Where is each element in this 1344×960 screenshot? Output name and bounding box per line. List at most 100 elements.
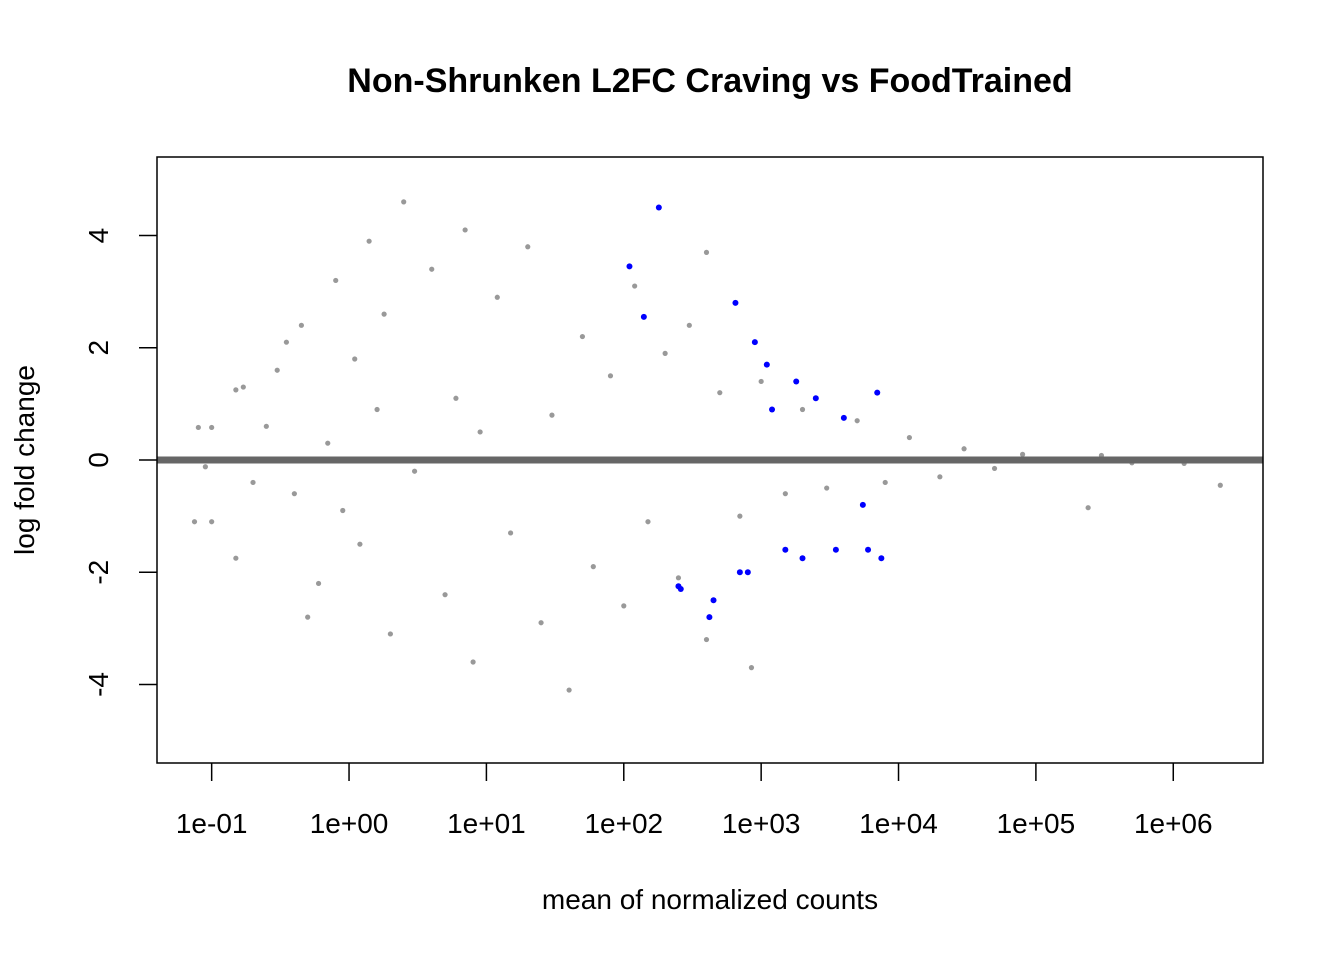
gene-point-26 bbox=[411, 468, 418, 474]
significant-gene-point-9 bbox=[744, 569, 751, 576]
gene-point-63 bbox=[1019, 451, 1026, 457]
gene-point-51 bbox=[737, 513, 743, 519]
gene-point-31 bbox=[470, 659, 476, 665]
gene-point-57 bbox=[854, 418, 860, 424]
y-tick-label-3: 2 bbox=[83, 340, 114, 356]
significant-gene-point-2 bbox=[655, 204, 662, 211]
x-axis-label: mean of normalized counts bbox=[542, 884, 878, 915]
significant-gene-point-15 bbox=[799, 555, 806, 562]
gene-point-62 bbox=[991, 465, 998, 472]
gene-point-30 bbox=[462, 227, 468, 233]
significant-gene-point-8 bbox=[736, 569, 743, 576]
gene-point-42 bbox=[621, 603, 627, 609]
x-tick-label-4: 1e+03 bbox=[722, 808, 801, 839]
gene-point-13 bbox=[298, 322, 304, 328]
gene-point-60 bbox=[937, 474, 943, 480]
gene-point-37 bbox=[549, 412, 555, 418]
x-tick-label-1: 1e+00 bbox=[310, 808, 389, 839]
significant-gene-point-6 bbox=[710, 597, 717, 604]
x-axis: 1e-01 1e+00 1e+01 1e+02 1e+03 1e+04 1e+05 1e+06 bbox=[176, 763, 1213, 839]
gene-point-47 bbox=[686, 322, 692, 328]
significant-gene-point-17 bbox=[832, 546, 839, 553]
gene-point-18 bbox=[340, 507, 346, 514]
gene-point-11 bbox=[283, 339, 290, 345]
significant-gene-point-18 bbox=[840, 414, 847, 421]
gene-point-56 bbox=[824, 485, 830, 491]
y-tick-label-0: -4 bbox=[83, 672, 114, 697]
gene-point-22 bbox=[374, 406, 380, 413]
gene-point-34 bbox=[507, 530, 514, 536]
gene-point-0 bbox=[195, 424, 201, 431]
gene-point-1 bbox=[209, 424, 215, 431]
x-tick-label-7: 1e+06 bbox=[1134, 808, 1213, 839]
gene-point-19 bbox=[352, 356, 358, 362]
gene-point-6 bbox=[240, 384, 246, 390]
significant-gene-point-13 bbox=[782, 546, 789, 553]
gene-point-15 bbox=[315, 580, 322, 587]
gene-point-40 bbox=[590, 564, 596, 570]
significant-gene-point-16 bbox=[812, 395, 819, 402]
gene-point-35 bbox=[525, 244, 531, 250]
y-axis: -4 -2 0 2 4 bbox=[83, 228, 157, 697]
y-tick-label-2: 0 bbox=[83, 452, 114, 468]
y-tick-label-4: 4 bbox=[83, 228, 114, 244]
gene-point-33 bbox=[494, 294, 500, 300]
significant-gene-point-4 bbox=[677, 586, 684, 593]
gene-point-7 bbox=[233, 555, 239, 561]
x-tick-label-6: 1e+05 bbox=[997, 808, 1076, 839]
significant-gene-point-20 bbox=[865, 546, 872, 553]
gene-point-14 bbox=[305, 614, 311, 620]
significant-gene-point-11 bbox=[763, 361, 770, 368]
y-tick-label-1: -2 bbox=[83, 560, 114, 585]
x-tick-label-3: 1e+02 bbox=[584, 808, 663, 839]
gene-point-24 bbox=[387, 631, 393, 637]
gene-point-52 bbox=[748, 665, 755, 671]
chart-title: Non-Shrunken L2FC Craving vs FoodTrained bbox=[347, 62, 1072, 100]
gene-point-68 bbox=[1217, 482, 1223, 488]
significant-gene-point-14 bbox=[793, 378, 800, 385]
gene-point-64 bbox=[1085, 505, 1091, 511]
gene-point-39 bbox=[579, 333, 586, 340]
gene-point-59 bbox=[906, 434, 913, 441]
gene-point-50 bbox=[717, 390, 723, 396]
gene-point-61 bbox=[961, 446, 967, 452]
gene-point-17 bbox=[333, 277, 339, 284]
gene-point-55 bbox=[799, 406, 806, 413]
significant-gene-point-5 bbox=[706, 614, 713, 621]
gene-point-3 bbox=[209, 519, 215, 525]
gene-point-4 bbox=[202, 464, 208, 470]
gene-point-44 bbox=[645, 519, 651, 525]
significant-gene-point-12 bbox=[769, 406, 776, 413]
significant-gene-point-19 bbox=[859, 501, 866, 508]
significant-gene-point-22 bbox=[878, 555, 885, 562]
gene-point-27 bbox=[429, 266, 435, 272]
x-tick-label-0: 1e-01 bbox=[176, 808, 248, 839]
gene-point-29 bbox=[453, 395, 459, 401]
gene-point-8 bbox=[250, 479, 256, 486]
significant-gene-point-7 bbox=[732, 299, 739, 306]
gene-point-54 bbox=[782, 491, 788, 497]
data-points bbox=[191, 199, 1223, 693]
x-tick-label-5: 1e+04 bbox=[859, 808, 938, 839]
gene-point-58 bbox=[882, 479, 888, 486]
gene-point-25 bbox=[401, 199, 407, 205]
gene-point-53 bbox=[758, 378, 764, 385]
gene-point-48 bbox=[703, 249, 710, 255]
significant-gene-point-10 bbox=[751, 339, 758, 346]
gene-point-10 bbox=[274, 367, 280, 373]
gene-point-45 bbox=[662, 350, 668, 356]
gene-point-46 bbox=[675, 575, 682, 581]
gene-point-49 bbox=[703, 636, 710, 643]
gene-point-36 bbox=[538, 620, 544, 626]
gene-point-41 bbox=[607, 373, 614, 379]
gene-point-21 bbox=[366, 238, 372, 244]
gene-point-9 bbox=[263, 423, 269, 429]
gene-point-16 bbox=[325, 440, 331, 446]
gene-point-12 bbox=[291, 491, 297, 497]
gene-point-20 bbox=[357, 541, 363, 547]
gene-point-5 bbox=[233, 387, 239, 393]
x-tick-label-2: 1e+01 bbox=[447, 808, 526, 839]
gene-point-28 bbox=[442, 592, 448, 598]
gene-point-38 bbox=[566, 687, 572, 693]
